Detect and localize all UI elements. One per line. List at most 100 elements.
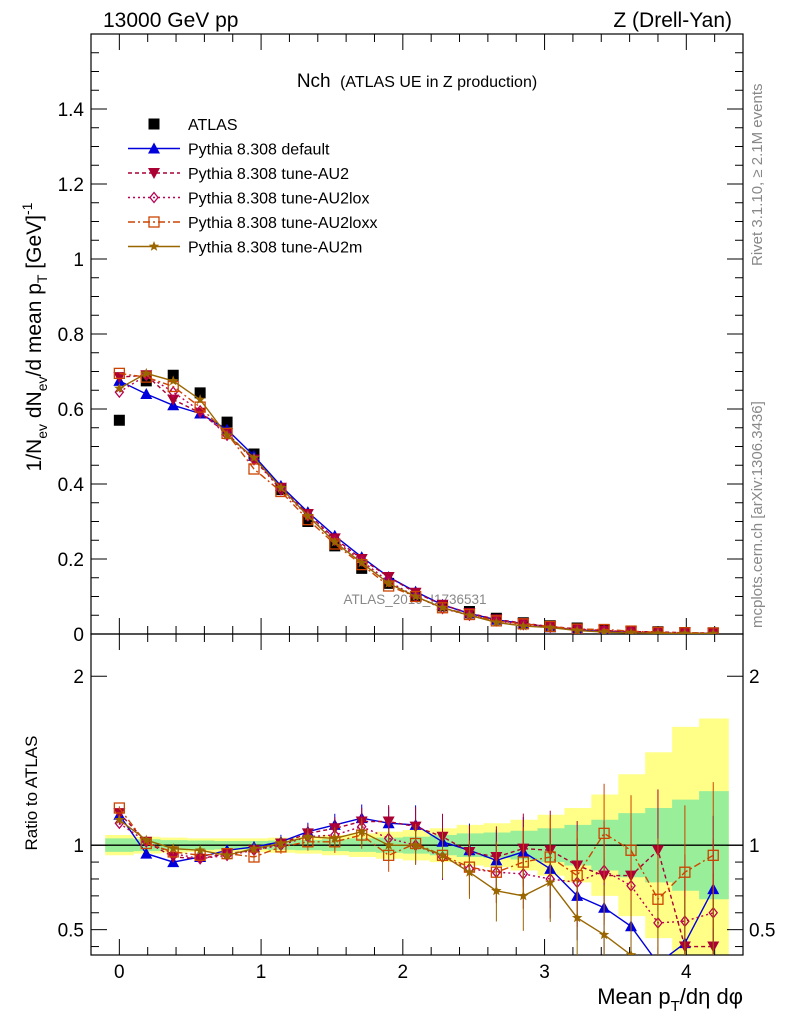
main-point-au2m bbox=[598, 626, 610, 634]
main-point-data bbox=[167, 369, 179, 381]
ratio-point-au2m bbox=[168, 843, 179, 853]
main-point-data bbox=[356, 562, 368, 574]
main-y-tick-label: 0.4 bbox=[58, 475, 85, 496]
legend: ATLAS Pythia 8.308 default Pythia 8.308 tu… bbox=[128, 117, 377, 257]
axis-ticks bbox=[90, 33, 744, 955]
main-point-au2m bbox=[518, 620, 529, 631]
main-point-au2 bbox=[113, 372, 126, 384]
x-tick-label: 1 bbox=[256, 962, 267, 983]
legend-label-au2m: Pythia 8.308 tune-AU2m bbox=[188, 240, 362, 257]
ratio-point-au2m bbox=[410, 839, 421, 850]
ratio-plot-series bbox=[113, 782, 720, 968]
x-tick-label: 2 bbox=[398, 962, 409, 983]
main-point-au2loxx bbox=[221, 427, 233, 440]
ratio-point-au2loxx bbox=[625, 844, 637, 856]
main-y-tick-label: 1.4 bbox=[58, 100, 85, 121]
ratio-point-au2m bbox=[464, 866, 475, 877]
legend-marker-au2lox bbox=[149, 191, 159, 204]
main-point-au2m bbox=[491, 616, 502, 627]
mcplots-reference-label: mcplots.cern.ch [arXiv:1306.3436] bbox=[749, 401, 766, 628]
ratio-point-au2m bbox=[437, 849, 448, 860]
main-point-au2lox bbox=[518, 618, 529, 631]
ratio-point-au2m bbox=[625, 949, 637, 955]
main-point-au2m bbox=[464, 609, 475, 620]
main-point-au2m bbox=[437, 602, 448, 613]
ratio-point-au2loxx bbox=[679, 866, 691, 878]
main-point-au2loxx bbox=[113, 367, 125, 380]
main-plot-series bbox=[113, 367, 720, 634]
ratio-y-tick-label-right: 0.5 bbox=[749, 921, 775, 942]
legend-marker-default bbox=[148, 142, 160, 154]
main-point-au2m bbox=[302, 510, 314, 521]
ratio-plot-frame bbox=[90, 633, 744, 956]
main-point-au2m bbox=[625, 627, 637, 634]
main-y-tick-label: 0 bbox=[73, 625, 84, 646]
ratio-point-au2m bbox=[356, 826, 367, 837]
x-tick-label: 3 bbox=[539, 962, 550, 983]
main-point-au2lox bbox=[626, 625, 636, 634]
ratio-point-au2m bbox=[194, 844, 206, 855]
plot-title-sub: (ATLAS UE in Z production) bbox=[340, 74, 537, 91]
main-point-au2lox bbox=[708, 627, 719, 634]
main-point-au2m bbox=[545, 622, 556, 633]
ratio-point-au2m bbox=[141, 834, 152, 845]
main-point-data bbox=[113, 414, 125, 426]
plot-title: Nch (ATLAS UE in Z production) bbox=[297, 71, 537, 92]
ratio-point-au2m bbox=[571, 912, 583, 923]
main-point-au2m bbox=[679, 627, 691, 634]
main-point-default bbox=[140, 388, 153, 399]
ratio-y-axis-label: Ratio to ATLAS bbox=[22, 736, 41, 851]
legend-marker-au2loxx bbox=[148, 216, 160, 228]
ratio-y-tick-label-right: 1 bbox=[749, 836, 760, 857]
main-point-au2loxx bbox=[571, 623, 583, 634]
legend-marker-data bbox=[148, 118, 160, 130]
ratio-point-au2m bbox=[383, 839, 394, 850]
ratio-point-au2m bbox=[653, 958, 664, 968]
main-y-tick-labels: 0 0.2 0.4 0.6 0.8 1 1.2 1.4 bbox=[58, 100, 85, 646]
main-point-au2lox bbox=[572, 623, 582, 634]
ratio-point-au2m bbox=[302, 831, 314, 842]
main-point-au2m bbox=[329, 536, 340, 547]
main-point-au2loxx bbox=[598, 623, 610, 634]
ratio-point-default bbox=[652, 957, 664, 968]
main-point-au2m bbox=[652, 627, 664, 634]
main-point-au2 bbox=[167, 394, 180, 406]
legend-label-au2: Pythia 8.308 tune-AU2 bbox=[188, 166, 349, 183]
legend-label-data: ATLAS bbox=[188, 117, 238, 134]
ratio-y-tick-label: 1 bbox=[73, 836, 84, 857]
main-point-au2m bbox=[571, 625, 583, 634]
ratio-point-au2m bbox=[221, 849, 233, 860]
main-y-tick-label: 0.2 bbox=[58, 550, 84, 571]
header-right: Z (Drell-Yan) bbox=[613, 9, 732, 32]
main-point-au2loxx bbox=[517, 618, 529, 630]
ratio-y-tick-labels: 0.5 0.5 1 1 2 2 bbox=[58, 667, 776, 941]
main-point-au2m bbox=[248, 452, 260, 463]
ratio-point-au2loxx bbox=[707, 849, 719, 861]
main-point-data bbox=[221, 416, 233, 428]
main-y-tick-label: 0.8 bbox=[58, 325, 84, 346]
x-tick-labels: 0 1 2 3 4 bbox=[114, 962, 692, 983]
rivet-version-label: Rivet 3.1.10, ≥ 2.1M events bbox=[749, 84, 766, 267]
legend-label-au2lox: Pythia 8.308 tune-AU2lox bbox=[188, 191, 369, 208]
legend-marker-au2 bbox=[148, 168, 160, 179]
legend-marker-au2m bbox=[148, 241, 160, 251]
main-y-tick-label: 1 bbox=[73, 250, 84, 271]
plot-title-main: Nch bbox=[297, 71, 331, 92]
main-point-au2lox bbox=[168, 386, 179, 399]
ratio-point-default bbox=[140, 847, 153, 859]
main-point-au2lox bbox=[653, 626, 663, 634]
main-point-au2m bbox=[114, 382, 125, 393]
main-point-au2loxx bbox=[248, 463, 260, 475]
x-tick-label: 4 bbox=[681, 962, 692, 983]
legend-label-default: Pythia 8.308 default bbox=[188, 142, 330, 159]
ratio-point-au2m bbox=[545, 876, 556, 887]
main-point-au2m bbox=[356, 557, 367, 568]
main-point-au2m bbox=[708, 628, 719, 634]
main-point-au2lox bbox=[680, 627, 690, 634]
legend-label-au2loxx: Pythia 8.308 tune-AU2loxx bbox=[188, 215, 377, 232]
ratio-point-au2loxx bbox=[113, 802, 125, 814]
x-tick-label: 0 bbox=[114, 962, 125, 983]
ratio-point-au2lox bbox=[195, 852, 205, 865]
main-y-tick-label: 1.2 bbox=[58, 175, 84, 196]
